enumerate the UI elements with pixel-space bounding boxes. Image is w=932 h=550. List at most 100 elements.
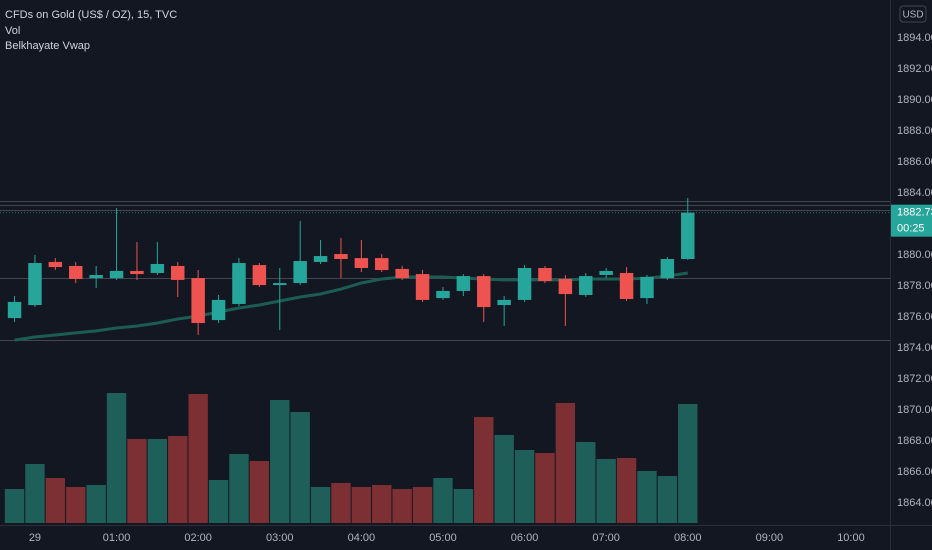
- candle-body: [415, 274, 430, 300]
- candle-body: [538, 268, 552, 282]
- volume-bar: [331, 483, 351, 523]
- y-tick-label: 1892.00: [897, 63, 932, 75]
- candle-body: [48, 261, 63, 268]
- volume-bar: [147, 439, 168, 523]
- y-tick-label: 1888.00: [897, 125, 932, 137]
- candle-body: [232, 263, 246, 304]
- y-tick-label: 1866.00: [897, 466, 932, 478]
- volume-bar: [25, 464, 45, 523]
- volume-bar: [208, 480, 229, 523]
- x-tick-label: 07:00: [592, 532, 620, 544]
- candle-body: [252, 265, 267, 286]
- volume-bar: [351, 487, 372, 523]
- candle-body: [171, 265, 185, 280]
- volume-bar: [678, 404, 698, 523]
- volume-bar: [86, 485, 106, 523]
- volume-bar: [229, 454, 249, 523]
- volume-bar: [372, 485, 392, 523]
- y-tick-label: 1880.00: [897, 249, 932, 261]
- candle-body: [334, 254, 348, 260]
- currency-box[interactable]: [899, 5, 927, 23]
- candle-body: [150, 263, 165, 273]
- y-tick-label: 1894.00: [897, 32, 932, 44]
- volume-bar: [270, 400, 290, 523]
- x-tick-label: 29: [29, 532, 41, 544]
- y-tick-label: 1870.00: [897, 404, 932, 416]
- volume-bar: [127, 439, 147, 523]
- volume-bar: [433, 478, 453, 523]
- candle-body: [619, 272, 634, 300]
- candle-body: [395, 268, 409, 279]
- candle-body: [69, 265, 83, 280]
- candle-body: [109, 270, 124, 279]
- volume-bar: [657, 476, 678, 523]
- chart-title: CFDs on Gold (US$ / OZ), 15, TVC: [5, 9, 177, 21]
- candle-body: [191, 278, 205, 324]
- volume-bar: [474, 417, 494, 523]
- candle-body: [7, 301, 22, 319]
- countdown-label: 00:25: [897, 223, 925, 235]
- y-tick-label: 1874.00: [897, 342, 932, 354]
- volume-bar: [616, 458, 637, 523]
- volume-bar: [106, 393, 127, 523]
- candle-body: [681, 212, 695, 260]
- candle-body: [313, 256, 328, 262]
- vwap-line: [14, 271, 689, 342]
- vwap-pane: [14, 271, 689, 342]
- volume-bar: [535, 453, 555, 523]
- candle-body: [89, 274, 103, 279]
- volume-bar: [188, 394, 208, 523]
- y-tick-label: 1878.00: [897, 280, 932, 292]
- candle-body: [497, 299, 511, 306]
- x-tick-label: 09:00: [756, 532, 784, 544]
- volume-bar: [453, 489, 474, 523]
- indicator-label: Belkhayate Vwap: [5, 40, 90, 52]
- candle-body: [273, 283, 287, 286]
- last-price-label: 1882.73: [897, 207, 932, 219]
- candle-body: [375, 258, 389, 271]
- y-tick-label: 1872.00: [897, 373, 932, 385]
- candle-body: [477, 276, 491, 308]
- y-tick-label: 1864.00: [897, 497, 932, 509]
- volume-bar: [412, 487, 433, 523]
- volume-bar: [249, 461, 270, 523]
- y-tick-label: 1876.00: [897, 311, 932, 323]
- candle-body: [640, 276, 654, 299]
- y-tick-label: 1886.00: [897, 156, 932, 168]
- x-tick-label: 02:00: [184, 532, 212, 544]
- candle-body: [558, 279, 573, 295]
- last-price-box: [891, 204, 932, 237]
- x-tick-label: 04:00: [348, 532, 376, 544]
- volume-bar: [66, 487, 86, 523]
- candle-body: [211, 299, 226, 321]
- x-tick-label: 10:00: [837, 532, 865, 544]
- volume-bar: [576, 442, 596, 523]
- axes: 1864.00 1866.00 1868.00 1870.00 1872.00 1874.…: [29, 32, 932, 544]
- candle-body: [456, 276, 471, 291]
- x-tick-label: 06:00: [511, 532, 539, 544]
- volume-bar: [290, 412, 310, 523]
- volume-bar: [637, 471, 657, 523]
- volume-bar: [168, 436, 188, 523]
- x-tick-label: 01:00: [103, 532, 131, 544]
- candle-body: [130, 270, 144, 275]
- volume-bar: [555, 403, 576, 523]
- candle-body: [599, 270, 613, 275]
- volume-bar: [596, 459, 616, 523]
- y-tick-label: 1890.00: [897, 94, 932, 106]
- candle-body: [293, 261, 307, 284]
- x-tick-label: 03:00: [266, 532, 294, 544]
- candle-body: [28, 263, 42, 306]
- candle-body: [579, 276, 593, 295]
- currency[interactable]: USD: [902, 10, 923, 21]
- candle-body: [354, 258, 369, 269]
- volume-bar: [514, 450, 535, 523]
- x-tick-label: 05:00: [429, 532, 457, 544]
- volume-bar: [310, 487, 331, 523]
- volume-pane: [4, 393, 698, 523]
- candle-body: [660, 259, 675, 279]
- x-tick-label: 08:00: [674, 532, 702, 544]
- volume-bar: [4, 489, 25, 523]
